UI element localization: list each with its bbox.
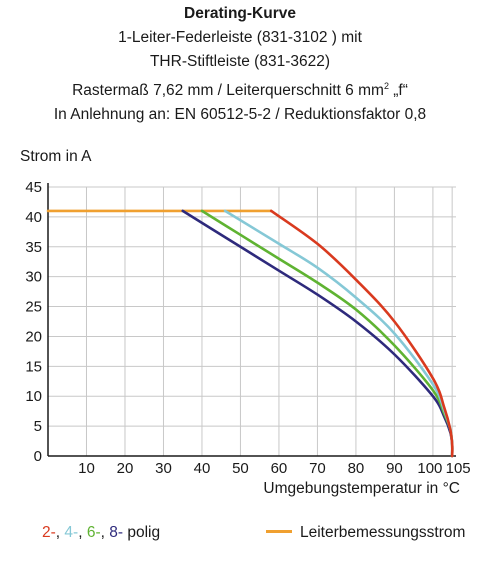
subtitle-4-suffix: „f“ — [388, 82, 408, 100]
chart-subtitle-line-2: 1-Leiter-Federleiste (831-3102 ) mit — [118, 29, 362, 46]
legend-sep-2: , — [78, 524, 87, 541]
x-tick-label-7: 80 — [348, 460, 365, 477]
y-tick-label-4: 20 — [25, 328, 42, 345]
y-tick-label-6: 30 — [25, 269, 42, 286]
legend-poles-suffix: polig — [123, 524, 161, 541]
x-axis-label: Umgebungstemperatur in °C — [263, 480, 460, 497]
x-tick-label-4: 50 — [232, 460, 249, 477]
y-tick-label-9: 45 — [25, 179, 42, 196]
legend-sep-1: , — [55, 524, 65, 541]
y-tick-label-7: 35 — [25, 239, 42, 256]
legend-rated-swatch — [266, 530, 292, 534]
y-tick-label-0: 0 — [34, 448, 42, 465]
series-line-2 — [269, 209, 454, 458]
y-tick-label-2: 10 — [25, 388, 42, 405]
x-tick-label-9: 100 — [417, 460, 442, 477]
x-tick-label-1: 20 — [117, 460, 134, 477]
legend-sep-3: , — [100, 524, 110, 541]
chart-subtitle-line-4: Rastermaß 7,62 mm / Leiterquerschnitt 6 … — [0, 74, 480, 103]
x-tick-label-6: 70 — [309, 460, 326, 477]
chart-title: Derating-Kurve — [184, 5, 296, 22]
legend-pole-4: 4- — [64, 524, 79, 541]
legend-rated-current: Leiterbemessungsstrom — [266, 524, 465, 542]
x-tick-label-10: 105 — [446, 460, 471, 477]
x-tick-label-5: 60 — [271, 460, 288, 477]
legend-pole-2: 2- — [42, 524, 56, 541]
subtitle-4-superscript: 2 — [383, 81, 389, 91]
x-tick-label-3: 40 — [194, 460, 211, 477]
x-tick-label-8: 90 — [386, 460, 403, 477]
chart-subtitle-line-3: THR-Stiftleiste (831-3622) — [149, 53, 331, 70]
chart-subtitle-line-5: In Anlehnung an: EN 60512-5-2 / Reduktio… — [53, 106, 427, 124]
legend-pole-8: 8- — [109, 524, 124, 541]
y-tick-label-8: 40 — [25, 209, 42, 226]
chart-title-block: Derating-Kurve 1-Leiter-Federleiste (831… — [0, 2, 480, 127]
legend-poles: 2-, 4-, 6-, 8- polig — [42, 524, 160, 542]
y-axis-label: Strom in A — [20, 148, 92, 165]
x-tick-label-2: 30 — [155, 460, 172, 477]
y-tick-label-3: 15 — [25, 358, 42, 375]
subtitle-4-text: Rastermaß 7,62 mm / Leiterquerschnitt 6 … — [72, 82, 384, 100]
legend-pole-6: 6- — [86, 524, 101, 541]
x-tick-label-0: 10 — [78, 460, 95, 477]
y-tick-label-1: 5 — [34, 418, 42, 435]
y-tick-label-5: 25 — [25, 299, 42, 316]
legend-rated-label: Leiterbemessungsstrom — [300, 524, 466, 541]
